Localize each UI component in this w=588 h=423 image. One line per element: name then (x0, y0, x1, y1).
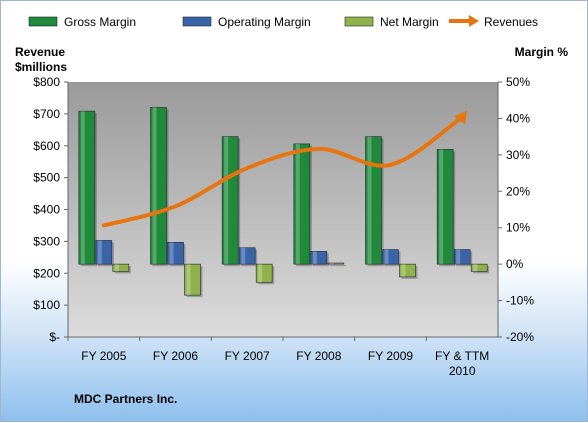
bar-highlight (152, 107, 157, 265)
line-revenues (101, 115, 465, 228)
bar-net-margin (255, 263, 273, 283)
bar-highlight (312, 251, 317, 265)
line-arrowhead (454, 110, 467, 125)
bar-gross-margin (365, 136, 382, 265)
left-tick-label: $800 (33, 75, 60, 89)
bar-highlight (80, 111, 85, 265)
bar-operating-margin (95, 240, 113, 265)
company-name: MDC Partners Inc. (74, 392, 177, 406)
bar-operating-margin (310, 251, 328, 265)
bar-gross-margin (221, 136, 239, 265)
left-axis-label-line1: Revenue (15, 45, 65, 59)
bar-highlight (241, 247, 246, 265)
right-tick-label: 20% (506, 184, 530, 198)
bar-operating-margin (167, 241, 184, 265)
plot-area (68, 82, 498, 337)
bar-highlight (401, 264, 406, 277)
left-axis-label-line2: $millions (15, 60, 67, 74)
legend-swatch (182, 16, 212, 27)
bar-highlight (456, 249, 461, 265)
x-tick-label: FY & TTM (435, 349, 489, 363)
right-tick-label: 50% (506, 75, 530, 89)
bar-highlight (384, 249, 389, 265)
bar-net-margin (470, 263, 488, 272)
bar-gross-margin (78, 110, 96, 265)
legend-label: Net Margin (380, 15, 439, 29)
bar-operating-margin (453, 249, 471, 265)
bar-gross-margin (436, 149, 454, 265)
x-tick-label: FY 2006 (153, 349, 198, 363)
bar-highlight (473, 264, 478, 272)
bar-shadow (329, 265, 346, 267)
legend-label: Operating Margin (218, 15, 311, 29)
bar-operating-margin (382, 249, 399, 265)
bar-gross-margin (293, 143, 311, 265)
x-tick-label-line2: 2010 (449, 364, 476, 378)
bar-highlight (169, 242, 174, 265)
left-tick-label: $300 (33, 234, 60, 248)
bar-operating-margin (238, 247, 256, 265)
bar-gross-margin (150, 107, 167, 265)
left-tick-label: $600 (33, 139, 60, 153)
bar-highlight (295, 143, 300, 265)
bar-highlight (224, 136, 229, 265)
legend-swatch (28, 16, 58, 27)
x-tick-label: FY 2007 (225, 349, 270, 363)
legend-label: Gross Margin (64, 15, 136, 29)
legend: Gross Margin Operating Margin Net Margin Re… (28, 15, 538, 29)
right-tick-label: 30% (506, 148, 530, 162)
right-tick-label: -20% (506, 330, 534, 344)
legend-arrow (469, 15, 479, 27)
x-tick-label: FY 2008 (296, 349, 341, 363)
right-tick-label: -10% (506, 294, 534, 308)
legend-label: Revenues (484, 15, 538, 29)
bar-net-margin (184, 263, 201, 296)
bar-net-margin (399, 263, 416, 278)
line-layer (101, 110, 467, 228)
bar-net-margin (327, 262, 345, 265)
right-tick-label: 10% (506, 221, 530, 235)
bar-layer (78, 107, 490, 298)
right-tick-label: 0% (506, 257, 524, 271)
left-tick-label: $700 (33, 107, 60, 121)
left-tick-label: $500 (33, 171, 60, 185)
left-tick-label: $400 (33, 203, 60, 217)
bar-highlight (97, 240, 102, 265)
left-tick-label: $200 (33, 266, 60, 280)
bar-highlight (114, 264, 119, 272)
bar-highlight (186, 264, 191, 296)
legend-swatch (344, 16, 374, 27)
bar-highlight (329, 263, 334, 265)
left-tick-label: $- (49, 330, 60, 344)
bar-highlight (258, 264, 263, 283)
x-tick-label: FY 2009 (368, 349, 413, 363)
bar-highlight (367, 136, 372, 265)
left-tick-label: $100 (33, 298, 60, 312)
bar-net-margin (112, 263, 130, 272)
x-tick-label: FY 2005 (81, 349, 126, 363)
right-axis-label: Margin % (515, 45, 569, 59)
bar-highlight (439, 149, 444, 265)
axes-layer: $- $100 $200 $300 $400 $500 $600 $700 $800 -20% -1… (33, 75, 534, 378)
right-tick-label: 40% (506, 111, 530, 125)
